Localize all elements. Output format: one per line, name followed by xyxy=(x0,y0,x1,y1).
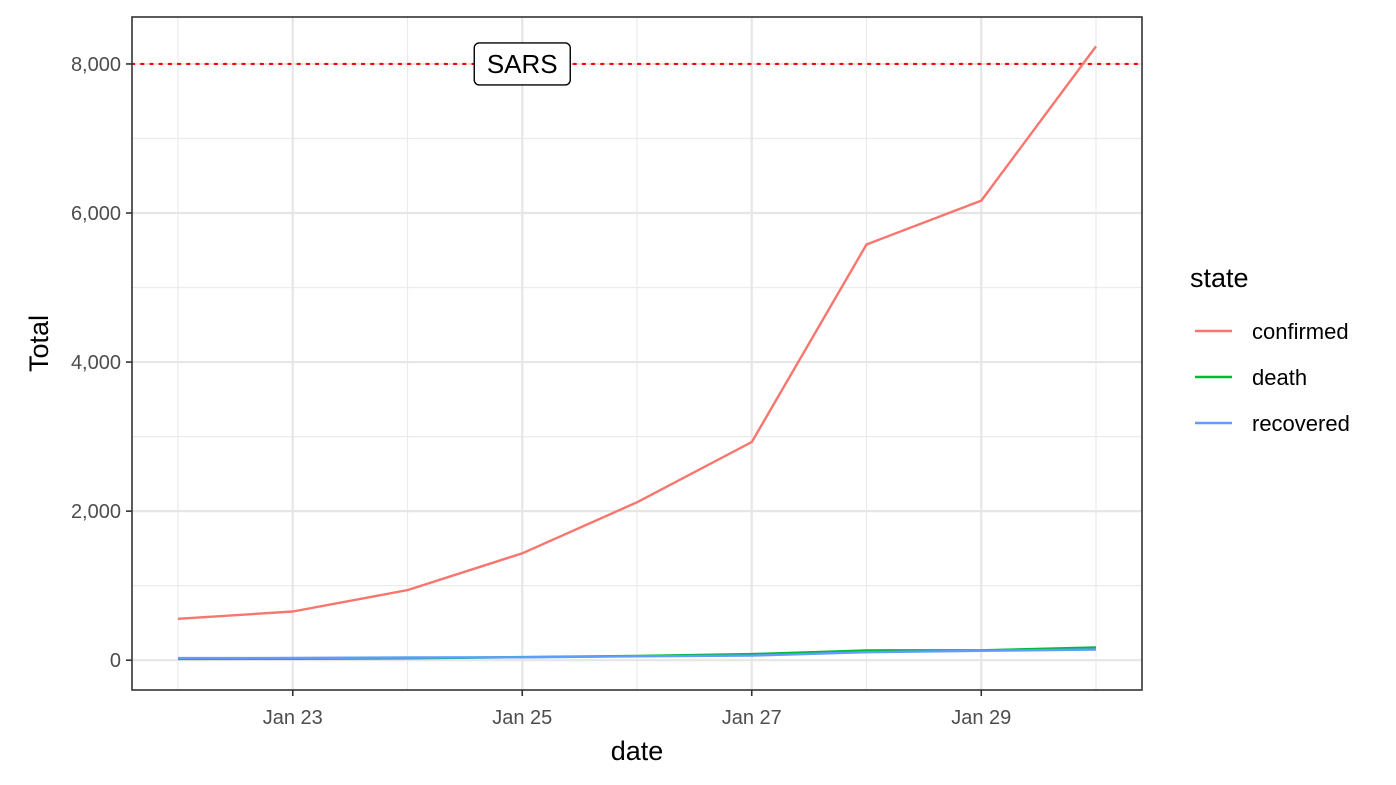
annotations: SARS xyxy=(473,42,571,86)
sars-label-box xyxy=(473,42,571,86)
legend-label-death: death xyxy=(1252,365,1307,390)
x-tick-label: Jan 27 xyxy=(722,707,782,729)
series-lines xyxy=(177,45,1097,661)
y-tick-label: 0 xyxy=(110,650,121,672)
legend: state confirmed death recovered xyxy=(1190,263,1350,436)
grid-minor-lines xyxy=(132,17,1142,690)
y-axis-title: Total xyxy=(24,315,54,372)
sars-label: SARS xyxy=(473,42,571,86)
x-tick-label: Jan 23 xyxy=(263,707,323,729)
series-line-recovered xyxy=(177,648,1097,660)
legend-title: state xyxy=(1190,263,1249,293)
plot-panel-border xyxy=(131,16,1143,691)
y-axis-ticks: 0 2,000 4,000 6,000 8,000 xyxy=(71,54,132,672)
legend-label-recovered: recovered xyxy=(1252,411,1350,436)
legend-label-confirmed: confirmed xyxy=(1252,319,1349,344)
x-axis-title: date xyxy=(611,736,664,766)
sars-label-text: SARS xyxy=(487,49,558,79)
y-tick-label: 6,000 xyxy=(71,203,121,225)
y-tick-label: 8,000 xyxy=(71,54,121,76)
x-axis-ticks: Jan 23 Jan 25 Jan 27 Jan 29 xyxy=(263,690,1011,729)
x-tick-label: Jan 29 xyxy=(951,707,1011,729)
y-tick-label: 2,000 xyxy=(71,501,121,523)
x-tick-label: Jan 25 xyxy=(492,707,552,729)
y-tick-label: 4,000 xyxy=(71,352,121,374)
series-line-confirmed xyxy=(177,45,1097,620)
